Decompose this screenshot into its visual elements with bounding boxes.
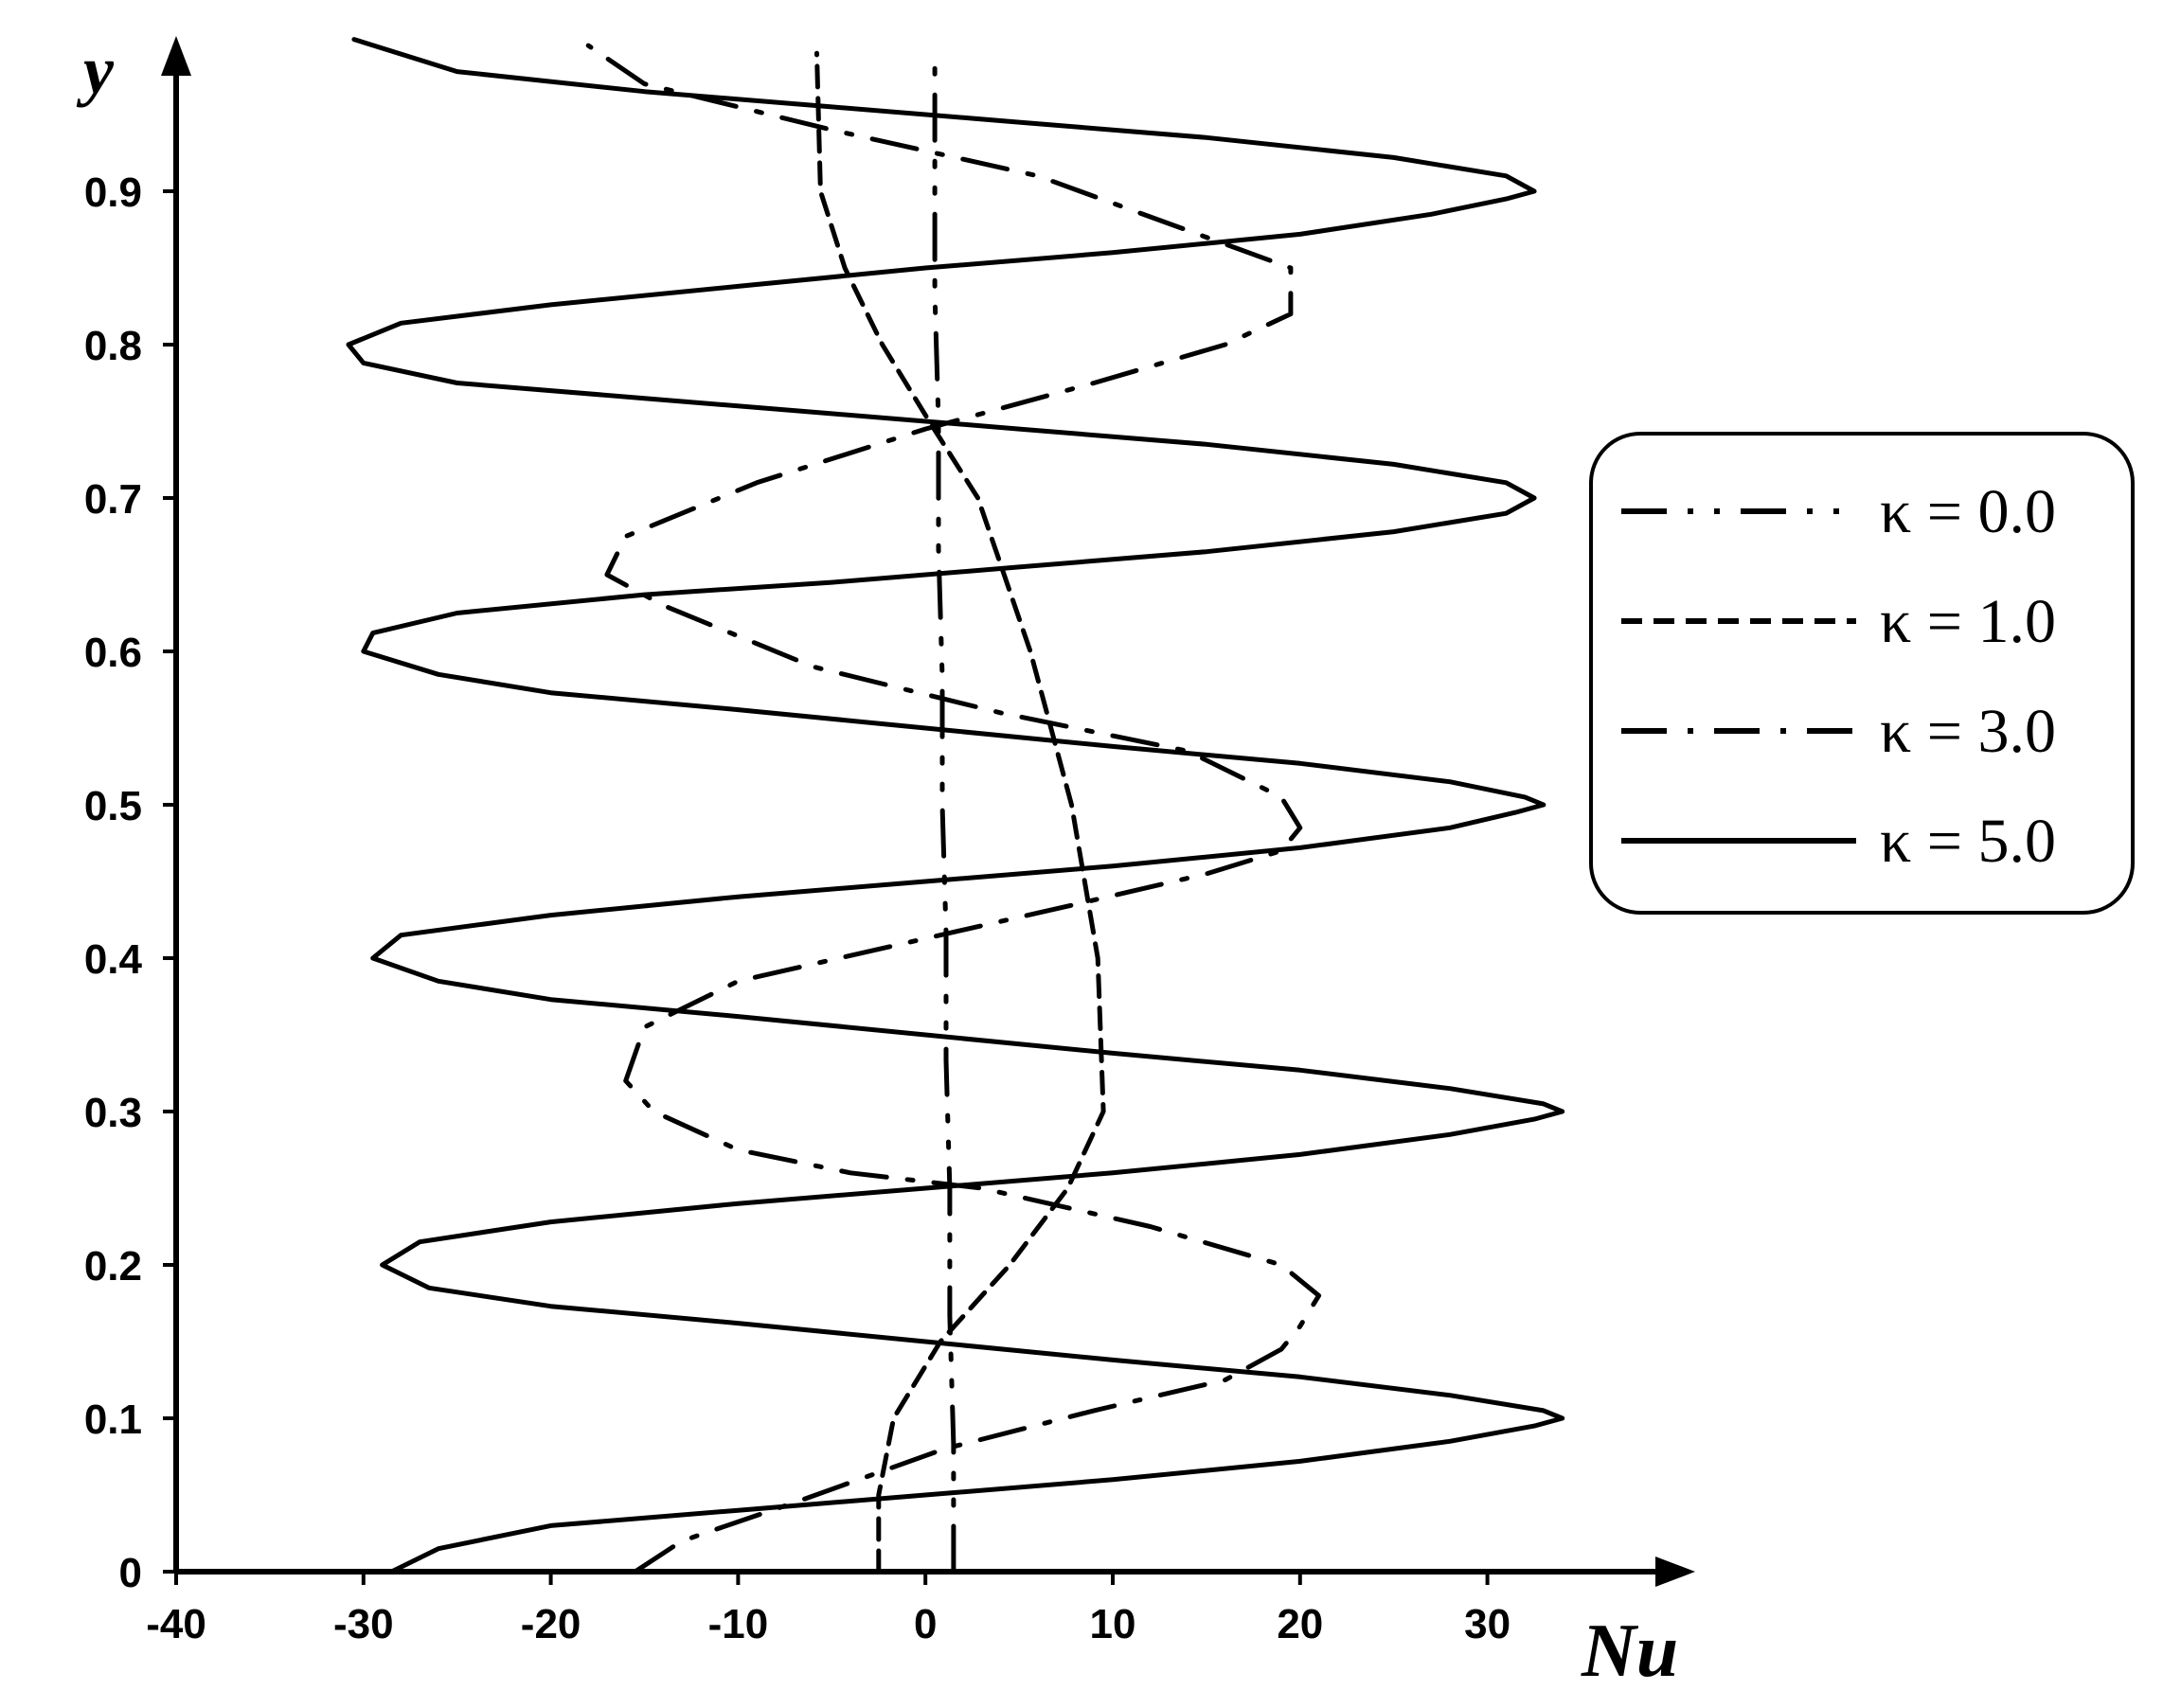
y-tick-label: 0.6	[84, 630, 142, 676]
legend-label-3: κ = 5.0	[1880, 807, 2056, 876]
x-tick-label: -40	[146, 1601, 206, 1647]
series-line-0	[932, 65, 956, 1575]
x-tick-label: -10	[708, 1601, 769, 1647]
y-tick-label: 0.1	[84, 1397, 142, 1443]
x-tick-label: -30	[333, 1601, 394, 1647]
y-tick-label: 0.8	[84, 323, 142, 369]
x-tick-label: 20	[1277, 1601, 1323, 1647]
series-layer	[346, 37, 1565, 1575]
x-tick-label: 30	[1464, 1601, 1511, 1647]
series-line-3	[346, 37, 1565, 1575]
y-tick-label: 0.7	[84, 476, 142, 523]
y-tick-label: 0.4	[84, 936, 143, 983]
y-axis-title: y	[76, 32, 115, 108]
x-axis-arrow	[1655, 1557, 1695, 1587]
legend: κ = 0.0 κ = 1.0 κ = 3.0 κ = 5.0	[1589, 432, 2135, 915]
x-tick-label: -20	[521, 1601, 581, 1647]
x-ticks: -40 -30 -20 -10 0 10 20 30	[146, 1572, 1511, 1647]
x-tick-label: 10	[1090, 1601, 1136, 1647]
series-line-2	[585, 43, 1322, 1575]
y-tick-label: 0.3	[84, 1090, 142, 1136]
legend-label-2: κ = 3.0	[1880, 697, 2056, 766]
x-axis-title: Nu	[1581, 1610, 1678, 1693]
y-ticks: 0 0.1 0.2 0.3 0.4 0.5 0.6 0.7 0.8 0.9	[84, 169, 176, 1596]
y-tick-label: 0	[119, 1550, 142, 1596]
legend-label-0: κ = 0.0	[1880, 477, 2056, 546]
y-tick-label: 0.5	[84, 783, 142, 829]
legend-box	[1589, 432, 2135, 915]
axes	[161, 36, 1695, 1587]
legend-label-1: κ = 1.0	[1880, 587, 2056, 656]
series-line-1	[814, 50, 1106, 1575]
y-tick-label: 0.9	[84, 169, 142, 216]
y-axis-arrow	[161, 36, 191, 76]
y-tick-label: 0.2	[84, 1243, 142, 1290]
x-tick-label: 0	[914, 1601, 937, 1647]
